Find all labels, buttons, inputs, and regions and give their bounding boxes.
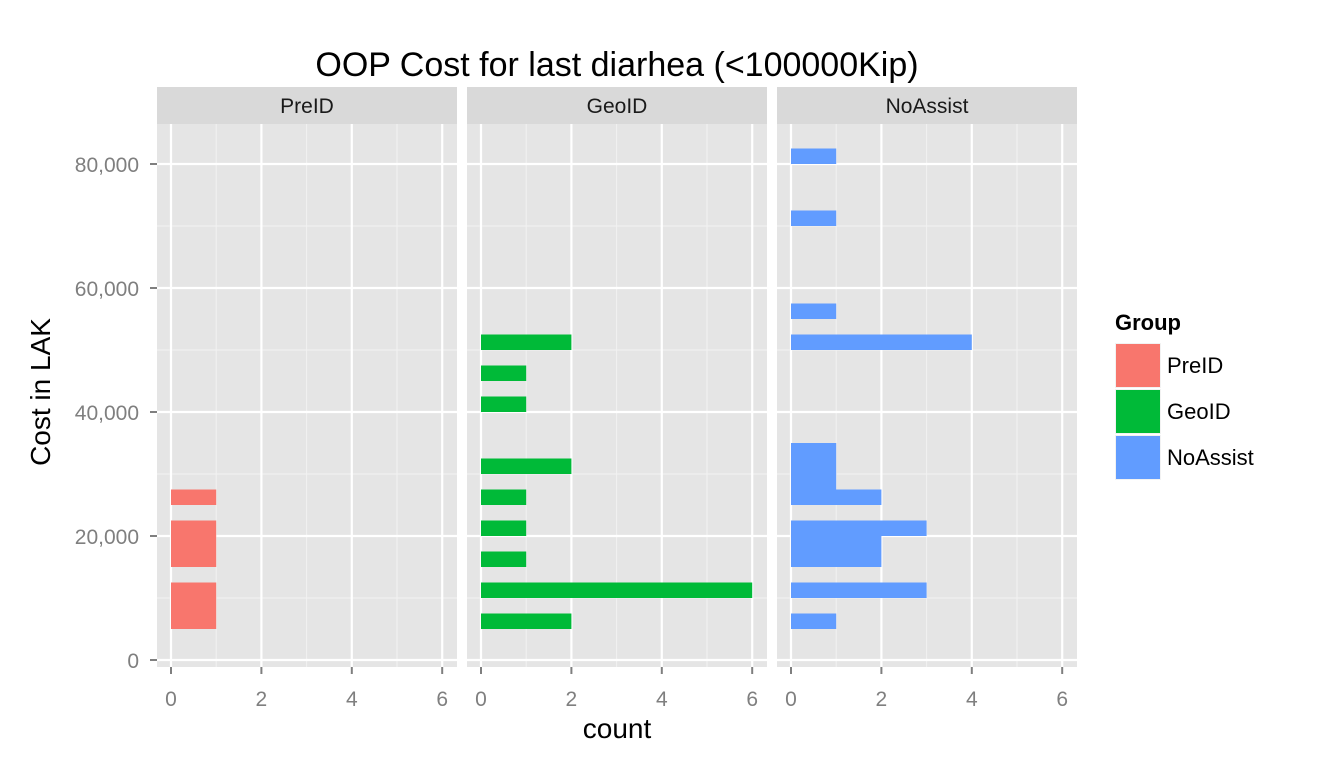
strip-label: GeoID xyxy=(587,95,648,118)
y-axis: 0 20,000 40,000 60,000 80,000 xyxy=(75,154,157,673)
bar-geoid xyxy=(481,613,572,629)
x-tick-label: 0 xyxy=(165,688,177,711)
x-tick-label: 2 xyxy=(566,688,578,711)
legend-swatch-noassist xyxy=(1116,436,1160,479)
bar-noassist xyxy=(791,210,837,226)
bar-geoid xyxy=(481,582,753,598)
bar-noassist xyxy=(791,458,837,474)
strip-background xyxy=(777,87,1077,124)
bar-geoid xyxy=(481,458,572,474)
x-tick-label: 4 xyxy=(656,688,668,711)
bar-geoid xyxy=(481,489,527,505)
bar-preid xyxy=(171,489,217,505)
bar-noassist xyxy=(791,334,972,350)
panel-noassist: NoAssist xyxy=(777,87,1077,667)
bar-noassist xyxy=(791,613,837,629)
strip-background xyxy=(157,87,457,124)
x-tick-label: 0 xyxy=(785,688,797,711)
y-tick-label: 60,000 xyxy=(75,278,139,301)
bar-noassist xyxy=(791,303,837,319)
bar-noassist xyxy=(791,443,837,459)
x-tick-label: 6 xyxy=(746,688,758,711)
bar-noassist xyxy=(791,148,837,164)
legend-label-geoid: GeoID xyxy=(1167,399,1231,424)
y-tick-label: 80,000 xyxy=(75,154,139,177)
bar-noassist xyxy=(791,520,927,536)
x-tick-label: 2 xyxy=(876,688,888,711)
x-axis-title: count xyxy=(583,713,652,744)
legend-label-noassist: NoAssist xyxy=(1167,445,1254,470)
bar-geoid xyxy=(481,520,527,536)
x-tick-label: 6 xyxy=(436,688,448,711)
legend-label-preid: PreID xyxy=(1167,353,1223,378)
x-tick-label: 2 xyxy=(256,688,268,711)
legend-swatch-preid xyxy=(1116,344,1160,387)
panels: PreID GeoID NoAssist xyxy=(157,87,1077,667)
bar-preid xyxy=(171,613,217,629)
y-tick-label: 20,000 xyxy=(75,526,139,549)
bar-noassist xyxy=(791,582,927,598)
y-axis-title: Cost in LAK xyxy=(25,318,56,466)
bar-preid xyxy=(171,551,217,567)
bar-geoid xyxy=(481,551,527,567)
bar-geoid xyxy=(481,365,527,381)
bar-preid xyxy=(171,582,217,598)
x-axes: 0 2 4 6 0 2 4 6 0 2 4 6 xyxy=(165,667,1068,711)
chart-title: OOP Cost for last diarhea (<100000Kip) xyxy=(315,46,918,84)
legend: Group PreID GeoID NoAssist xyxy=(1115,310,1254,480)
bar-noassist xyxy=(791,474,837,490)
y-tick-label: 40,000 xyxy=(75,402,139,425)
x-tick-label: 4 xyxy=(346,688,358,711)
y-tick-label: 0 xyxy=(127,650,139,673)
bar-preid xyxy=(171,536,217,552)
bar-preid xyxy=(171,520,217,536)
x-tick-label: 6 xyxy=(1056,688,1068,711)
panel-preid: PreID xyxy=(157,87,457,667)
legend-title: Group xyxy=(1115,310,1181,335)
x-tick-label: 0 xyxy=(475,688,487,711)
bar-geoid xyxy=(481,396,527,412)
bar-noassist xyxy=(791,489,882,505)
bar-noassist xyxy=(791,536,882,552)
bar-noassist xyxy=(791,551,882,567)
bar-geoid xyxy=(481,334,572,350)
panel-geoid: GeoID xyxy=(467,87,767,667)
strip-label: PreID xyxy=(280,95,334,118)
strip-label: NoAssist xyxy=(886,95,969,118)
legend-swatch-geoid xyxy=(1116,390,1160,433)
strip-background xyxy=(467,87,767,124)
x-tick-label: 4 xyxy=(966,688,978,711)
bar-preid xyxy=(171,598,217,614)
